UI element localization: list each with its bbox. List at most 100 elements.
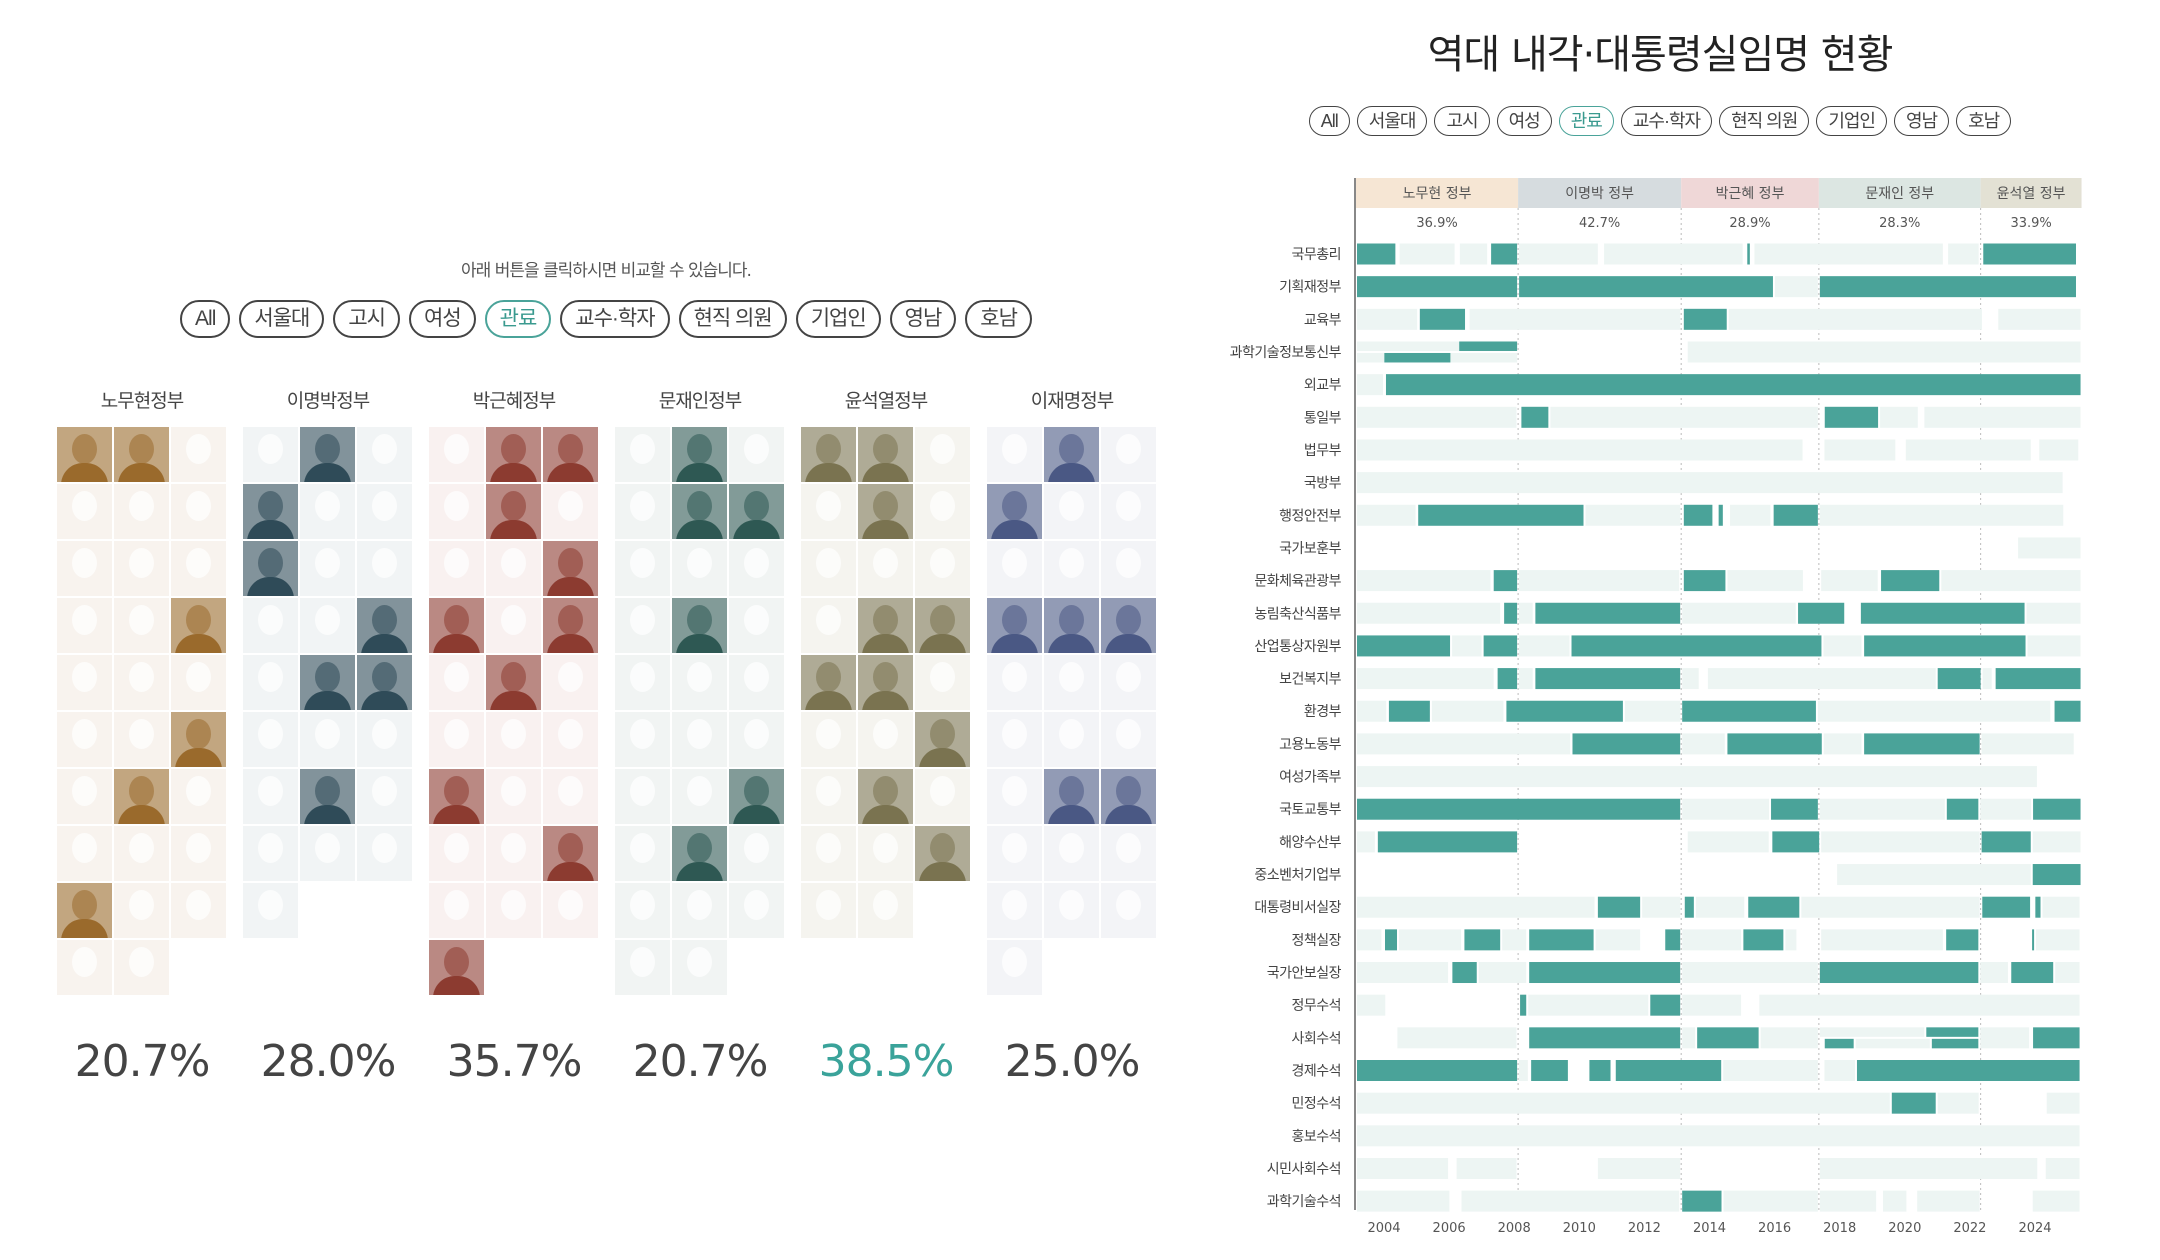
appointment-bar-highlighted[interactable]	[2033, 1027, 2080, 1049]
appointment-bar[interactable]	[1357, 374, 1383, 396]
portrait-faded[interactable]	[729, 712, 784, 767]
portrait-faded[interactable]	[429, 826, 484, 881]
right-filter-4[interactable]: 관료	[1558, 106, 1614, 136]
appointment-bar[interactable]	[1981, 733, 2074, 755]
portrait-faded[interactable]	[987, 541, 1042, 596]
appointment-bar-highlighted[interactable]	[2011, 962, 2054, 984]
portrait-faded[interactable]	[114, 712, 169, 767]
appointment-bar[interactable]	[1855, 1038, 1930, 1049]
appointment-bar-highlighted[interactable]	[1529, 962, 1681, 984]
portrait-faded[interactable]	[729, 598, 784, 653]
appointment-bar-highlighted[interactable]	[1683, 308, 1727, 330]
appointment-bar[interactable]	[1727, 570, 1803, 592]
portrait-faded[interactable]	[57, 484, 112, 539]
right-filter-3[interactable]: 여성	[1496, 106, 1552, 136]
appointment-bar[interactable]	[1528, 994, 1649, 1016]
portrait-faded[interactable]	[1044, 883, 1099, 938]
appointment-bar[interactable]	[1754, 243, 1943, 265]
appointment-bar[interactable]	[1357, 1092, 1890, 1114]
appointment-bar[interactable]	[1519, 243, 1598, 265]
appointment-bar-highlighted[interactable]	[1946, 798, 1979, 820]
appointment-bar-highlighted[interactable]	[1483, 635, 1518, 657]
portrait-highlighted[interactable]	[300, 769, 355, 824]
portrait-highlighted[interactable]	[300, 655, 355, 710]
portrait-faded[interactable]	[858, 541, 913, 596]
appointment-bar[interactable]	[1982, 668, 1992, 690]
appointment-bar-highlighted[interactable]	[1931, 1038, 1979, 1049]
portrait-faded[interactable]	[114, 484, 169, 539]
portrait-highlighted[interactable]	[1044, 427, 1099, 482]
appointment-bar-highlighted[interactable]	[1572, 733, 1681, 755]
portrait-faded[interactable]	[729, 541, 784, 596]
appointment-bar[interactable]	[1998, 308, 2081, 330]
appointment-bar-highlighted[interactable]	[1497, 668, 1518, 690]
portrait-faded[interactable]	[300, 484, 355, 539]
appointment-bar-highlighted[interactable]	[1504, 602, 1518, 624]
appointment-bar[interactable]	[1357, 929, 1382, 951]
portrait-faded[interactable]	[429, 541, 484, 596]
appointment-bar[interactable]	[1357, 831, 1375, 853]
portrait-faded[interactable]	[57, 598, 112, 653]
portrait-faded[interactable]	[543, 883, 598, 938]
portrait-faded[interactable]	[486, 883, 541, 938]
portrait-faded[interactable]	[801, 769, 856, 824]
portrait-faded[interactable]	[615, 769, 670, 824]
appointment-bar-highlighted[interactable]	[2054, 700, 2081, 722]
portrait-faded[interactable]	[615, 655, 670, 710]
portrait-faded[interactable]	[1044, 484, 1099, 539]
portrait-faded[interactable]	[114, 541, 169, 596]
portrait-faded[interactable]	[300, 541, 355, 596]
portrait-faded[interactable]	[858, 883, 913, 938]
appointment-bar[interactable]	[1682, 668, 1699, 690]
left-filter-2[interactable]: 고시	[333, 300, 400, 338]
portrait-faded[interactable]	[672, 769, 727, 824]
portrait-faded[interactable]	[171, 484, 226, 539]
appointment-bar[interactable]	[1357, 439, 1803, 461]
appointment-bar-highlighted[interactable]	[2035, 896, 2041, 918]
portrait-highlighted[interactable]	[858, 769, 913, 824]
portrait-highlighted[interactable]	[114, 769, 169, 824]
portrait-faded[interactable]	[615, 484, 670, 539]
appointment-bar[interactable]	[1357, 602, 1501, 624]
appointment-bar[interactable]	[1397, 1027, 1517, 1049]
appointment-bar[interactable]	[1682, 929, 1742, 951]
portrait-faded[interactable]	[114, 883, 169, 938]
portrait-highlighted[interactable]	[171, 712, 226, 767]
appointment-bar-highlighted[interactable]	[1491, 243, 1518, 265]
appointment-bar[interactable]	[1585, 504, 1681, 526]
portrait-highlighted[interactable]	[429, 598, 484, 653]
portrait-highlighted[interactable]	[915, 712, 970, 767]
portrait-faded[interactable]	[429, 427, 484, 482]
appointment-bar[interactable]	[1461, 1190, 1680, 1212]
appointment-bar-highlighted[interactable]	[1771, 798, 1818, 820]
portrait-faded[interactable]	[357, 427, 412, 482]
appointment-bar[interactable]	[1459, 243, 1488, 265]
appointment-bar-highlighted[interactable]	[1418, 504, 1584, 526]
appointment-bar-highlighted[interactable]	[1864, 733, 1980, 755]
appointment-bar-highlighted[interactable]	[1529, 929, 1594, 951]
appointment-bar-highlighted[interactable]	[1982, 896, 2031, 918]
appointment-bar[interactable]	[2032, 1190, 2080, 1212]
appointment-bar-highlighted[interactable]	[1946, 929, 1979, 951]
portrait-faded[interactable]	[243, 769, 298, 824]
appointment-bar[interactable]	[1941, 570, 2081, 592]
portrait-highlighted[interactable]	[987, 484, 1042, 539]
appointment-bar[interactable]	[1819, 1157, 2038, 1179]
portrait-faded[interactable]	[672, 541, 727, 596]
portrait-highlighted[interactable]	[171, 598, 226, 653]
portrait-faded[interactable]	[429, 484, 484, 539]
appointment-bar[interactable]	[1550, 406, 1818, 428]
right-filter-6[interactable]: 현직 의원	[1719, 106, 1810, 136]
portrait-faded[interactable]	[543, 655, 598, 710]
appointment-bar[interactable]	[1478, 962, 1527, 984]
portrait-faded[interactable]	[801, 826, 856, 881]
portrait-faded[interactable]	[729, 427, 784, 482]
portrait-faded[interactable]	[615, 940, 670, 995]
appointment-bar-highlighted[interactable]	[1385, 929, 1397, 951]
appointment-bar-highlighted[interactable]	[1981, 831, 2031, 853]
portrait-highlighted[interactable]	[858, 598, 913, 653]
portrait-faded[interactable]	[987, 883, 1042, 938]
appointment-bar[interactable]	[1357, 406, 1517, 428]
portrait-highlighted[interactable]	[543, 427, 598, 482]
portrait-faded[interactable]	[987, 427, 1042, 482]
